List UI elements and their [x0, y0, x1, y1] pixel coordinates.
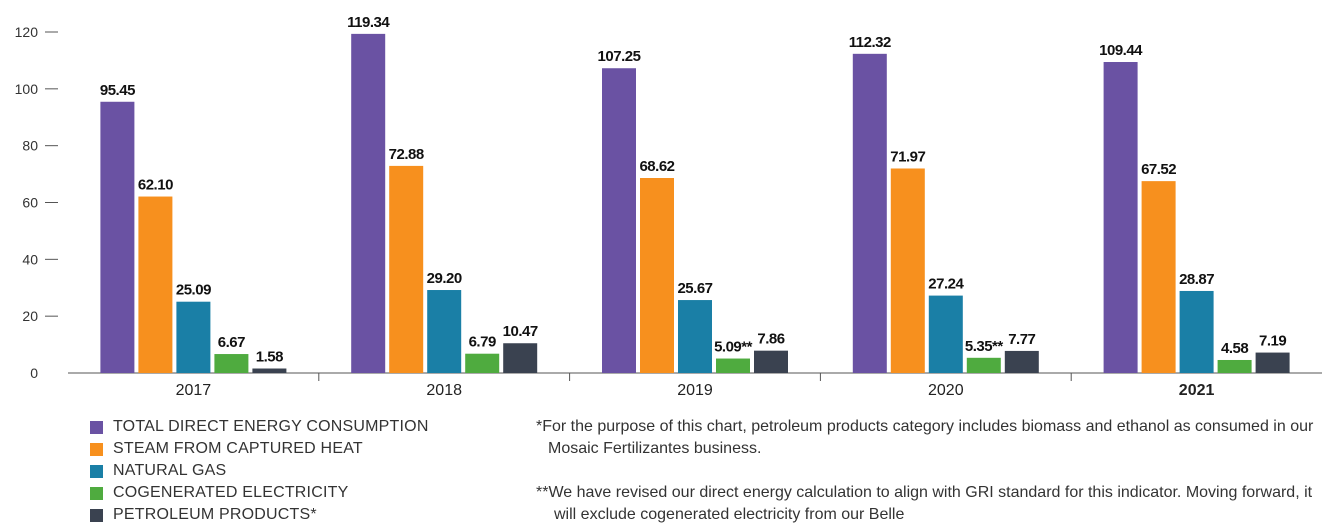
category-label: 2020: [928, 382, 964, 399]
bar: [716, 358, 750, 373]
bar: [1103, 62, 1138, 374]
y-tick-label: 0: [30, 365, 38, 381]
bar: [351, 33, 386, 374]
y-tick-label: 20: [22, 308, 38, 324]
data-label: 6.79: [469, 334, 496, 351]
bar: [1141, 181, 1176, 373]
data-label: 25.09: [176, 282, 211, 299]
bar: [890, 168, 925, 373]
data-label: 109.44: [1099, 42, 1143, 59]
bar: [465, 353, 500, 373]
bar-chart: 0 20 40 60 80 100 120 2017 95.45 62.10 25.09 6.67 1.…: [15, 14, 1322, 399]
bar: [1255, 352, 1290, 373]
bar: [1217, 359, 1252, 373]
y-tick-label: 40: [22, 251, 38, 267]
y-tick-label: 60: [22, 195, 38, 211]
data-label: 7.19: [1259, 333, 1286, 350]
legend: TOTAL DIRECT ENERGY CONSUMPTION STEAM FR…: [90, 416, 429, 526]
data-label: 27.24: [928, 276, 964, 293]
category-label: 2021: [1179, 382, 1215, 399]
category-label: 2018: [426, 382, 462, 399]
bar: [640, 178, 674, 373]
legend-swatch: [90, 464, 103, 478]
data-label: 67.52: [1141, 161, 1176, 178]
legend-swatch: [90, 442, 103, 456]
legend-item-natural-gas: NATURAL GAS: [90, 460, 429, 482]
bar: [214, 354, 249, 373]
legend-item-total-direct-energy: TOTAL DIRECT ENERGY CONSUMPTION: [90, 416, 429, 438]
data-label: 6.67: [218, 334, 245, 351]
legend-label: NATURAL GAS: [113, 462, 227, 479]
data-label: 25.67: [677, 280, 712, 297]
y-tick-label: 100: [15, 81, 39, 97]
data-label: 7.86: [757, 331, 784, 348]
legend-swatch: [90, 420, 103, 434]
data-label: 5.09**: [714, 339, 753, 356]
bar: [252, 368, 287, 373]
data-label: 95.45: [100, 82, 135, 99]
data-label: 119.34: [347, 14, 390, 31]
bar: [966, 357, 1001, 373]
legend-label: TOTAL DIRECT ENERGY CONSUMPTION: [113, 418, 429, 435]
data-label: 7.77: [1008, 331, 1035, 348]
data-label: 4.58: [1221, 340, 1248, 357]
legend-label: STEAM FROM CAPTURED HEAT: [113, 440, 363, 457]
data-label: 107.25: [598, 48, 641, 65]
bar: [754, 350, 788, 373]
bar: [852, 53, 887, 373]
bar: [602, 68, 636, 373]
bar: [100, 101, 135, 374]
bar: [389, 165, 424, 373]
data-label: 72.88: [389, 146, 424, 163]
category-label: 2019: [677, 382, 713, 399]
y-tick-label: 80: [22, 138, 38, 154]
category-label: 2017: [176, 382, 212, 399]
bar: [427, 290, 462, 373]
data-label: 10.47: [503, 323, 538, 340]
bar: [176, 301, 211, 373]
legend-swatch: [90, 486, 103, 500]
data-label: 68.62: [639, 158, 674, 175]
legend-item-cogenerated-electricity: COGENERATED ELECTRICITY: [90, 482, 429, 504]
data-label: 71.97: [890, 148, 925, 165]
footnotes: *For the purpose of this chart, petroleu…: [536, 416, 1316, 526]
y-tick-label: 120: [15, 24, 39, 40]
data-label: 29.20: [427, 270, 462, 287]
bar: [138, 196, 173, 373]
data-label: 1.58: [256, 349, 283, 366]
bar: [1179, 290, 1214, 373]
legend-item-steam: STEAM FROM CAPTURED HEAT: [90, 438, 429, 460]
bar: [928, 295, 963, 373]
data-label: 112.32: [849, 34, 891, 51]
data-label: 28.87: [1179, 271, 1214, 288]
footnote-revision: **We have revised our direct energy calc…: [536, 484, 1313, 523]
bar: [503, 343, 538, 373]
legend-label: PETROLEUM PRODUCTS*: [113, 506, 317, 523]
legend-label: COGENERATED ELECTRICITY: [113, 484, 349, 501]
footnote-petroleum: *For the purpose of this chart, petroleu…: [536, 418, 1314, 457]
bar: [1004, 350, 1039, 373]
data-label: 5.35**: [965, 338, 1004, 355]
bar: [678, 300, 712, 373]
data-label: 62.10: [138, 177, 173, 194]
legend-item-petroleum-products: PETROLEUM PRODUCTS*: [90, 504, 429, 526]
legend-swatch: [90, 508, 103, 522]
